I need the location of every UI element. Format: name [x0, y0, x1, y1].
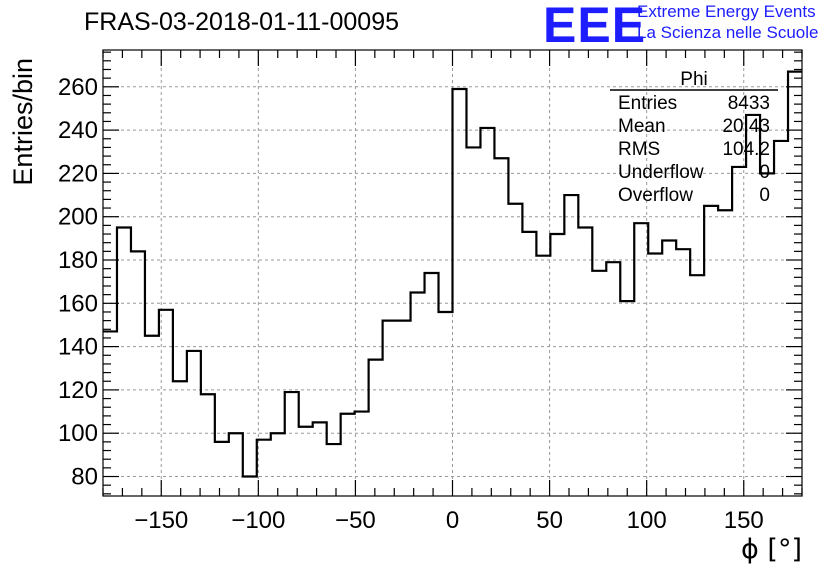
histogram-bin — [466, 147, 480, 496]
histogram-bin — [397, 321, 411, 496]
stat-label-rms: RMS — [618, 139, 661, 160]
y-tick-label: 80 — [71, 464, 98, 491]
axes: −150 −100 −50 0 50 100 150 80 100 120 140 160 180 200… — [58, 49, 803, 534]
y-tick-label: 200 — [58, 204, 98, 231]
chart-title: FRAS-03-2018-01-11-00095 — [84, 8, 400, 36]
logo-line-2: La Scienza nelle Scuole — [637, 23, 819, 42]
histogram-bin — [215, 442, 229, 496]
histogram-bin — [788, 72, 802, 496]
stat-value-mean: 20.43 — [722, 116, 770, 137]
x-tick-label: −150 — [134, 507, 188, 534]
histogram-bin — [313, 422, 327, 496]
histogram-bin — [159, 310, 173, 496]
histogram-bin — [131, 251, 145, 496]
histogram-bin — [145, 336, 159, 496]
histogram-bin — [243, 477, 257, 496]
histogram-series — [103, 70, 802, 496]
y-tick-label: 240 — [58, 117, 98, 144]
stat-label-overflow: Overflow — [618, 185, 693, 206]
histogram-bin — [411, 292, 425, 496]
histogram-outline — [103, 70, 802, 478]
histogram-bin — [578, 228, 592, 496]
x-tick-label: 100 — [627, 507, 667, 534]
histogram-bin — [439, 312, 453, 496]
histogram-bin — [201, 394, 215, 496]
histogram-bin — [718, 210, 732, 496]
histogram-bin — [341, 414, 355, 496]
histogram-bin — [550, 234, 564, 496]
x-tick-label: 50 — [536, 507, 563, 534]
logo-line-1: Extreme Energy Events — [637, 2, 816, 21]
histogram-bin — [634, 223, 648, 496]
x-tick-label: −100 — [231, 507, 285, 534]
stat-value-underflow: 0 — [759, 162, 770, 183]
histogram-bin — [299, 427, 313, 496]
histogram-bin — [732, 167, 746, 496]
y-axis-label: Entries/bin — [8, 58, 38, 186]
stat-value-overflow: 0 — [759, 185, 770, 206]
y-tick-label: 180 — [58, 247, 98, 274]
histogram-bin — [564, 195, 578, 496]
y-tick-label: 100 — [58, 420, 98, 447]
y-tick-label: 260 — [58, 74, 98, 101]
histogram-bin — [676, 249, 690, 496]
histogram-bin — [187, 351, 201, 496]
histogram-bin — [327, 444, 341, 496]
y-tick-label: 160 — [58, 290, 98, 317]
histogram-bin — [383, 321, 397, 496]
histogram-bin — [494, 158, 508, 496]
histogram-bin — [117, 228, 131, 496]
histogram-bin — [606, 262, 620, 496]
histogram-bin — [271, 433, 285, 496]
y-tick-label: 220 — [58, 160, 98, 187]
x-axis-label: ϕ [°] — [741, 534, 802, 565]
histogram-bin — [369, 360, 383, 496]
histogram-bin — [103, 331, 117, 496]
histogram-bin — [480, 128, 494, 496]
x-tick-label: −50 — [335, 507, 376, 534]
histogram-bin — [662, 241, 676, 496]
histogram-bin — [648, 254, 662, 496]
y-tick-label: 120 — [58, 377, 98, 404]
histogram-bin — [425, 273, 439, 496]
stat-label-underflow: Underflow — [618, 162, 704, 183]
histogram-bin — [620, 301, 634, 496]
y-tick-label: 140 — [58, 334, 98, 361]
histogram-bin — [285, 392, 299, 496]
x-tick-label: 150 — [724, 507, 764, 534]
histogram-bin — [690, 275, 704, 496]
stat-label-mean: Mean — [618, 116, 666, 137]
histogram-bin — [453, 89, 467, 496]
stat-value-entries: 8433 — [727, 93, 770, 114]
histogram-bin — [522, 232, 536, 496]
histogram-bin — [173, 381, 187, 496]
stats-box-title: Phi — [680, 69, 708, 90]
histogram-bin — [760, 173, 774, 496]
histogram-bin — [536, 256, 550, 496]
x-tick-label: 0 — [446, 507, 459, 534]
histogram-bin — [508, 204, 522, 496]
eee-logo: EEE — [543, 0, 647, 53]
histogram-bin — [704, 206, 718, 496]
stat-value-rms: 104.2 — [722, 139, 770, 160]
histogram-bin — [229, 433, 243, 496]
stat-label-entries: Entries — [618, 93, 678, 114]
histogram-bin — [355, 412, 369, 496]
histogram-bin — [592, 271, 606, 496]
histogram-bin — [774, 141, 788, 496]
